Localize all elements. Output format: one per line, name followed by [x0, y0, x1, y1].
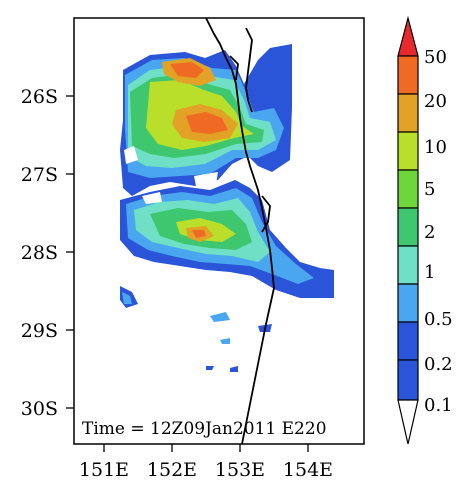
rain-cell-south-4 — [206, 366, 214, 370]
colorbar-band-2-5 — [397, 169, 419, 209]
colorbar-label-5: 5 — [424, 179, 435, 200]
colorbar-label-0.5: 0.5 — [424, 309, 453, 330]
lon-label-152e: 152E — [147, 459, 197, 481]
rain-cell-south-1 — [210, 312, 230, 322]
coastline-mainland — [205, 17, 275, 445]
colorbar-band-10-20 — [397, 93, 419, 133]
rain-darkorange-north — [170, 62, 228, 134]
colorbar-label-2: 2 — [424, 222, 435, 243]
lat-label-26s: 26S — [21, 86, 58, 108]
coastline — [205, 17, 275, 445]
dry-gap-3 — [142, 192, 162, 204]
coastline-inlet-2 — [229, 55, 239, 81]
colorbar-band-0.5-1 — [397, 245, 419, 285]
time-annotation: Time = 12Z09Jan2011 E220 — [82, 419, 327, 439]
lat-label-27s: 27S — [21, 164, 58, 186]
lon-label-151e: 151E — [79, 459, 129, 481]
colorbar-bottom-triangle — [397, 399, 419, 445]
colorbar-band-0.1-0.2 — [397, 321, 419, 361]
coastline-inlet — [261, 195, 271, 233]
colorbar-label-0.2: 0.2 — [424, 354, 453, 375]
map-frame — [73, 17, 365, 445]
colorbar-band-5-10 — [397, 131, 419, 171]
map-panel: 26S 27S 28S 29S 30S 151E 152E 153E 154E … — [21, 17, 365, 481]
lat-label-29s: 29S — [21, 320, 58, 342]
rainfall-field — [120, 44, 334, 372]
colorbar-band-1-2 — [397, 207, 419, 247]
colorbar-label-50: 50 — [424, 47, 447, 68]
rain-cell-west-inner — [122, 292, 132, 304]
lat-label-28s: 28S — [21, 242, 58, 264]
colorbar-top-triangle — [397, 15, 419, 57]
colorbar-band-0.1-0.1b — [397, 359, 419, 401]
rain-cell-south-5 — [230, 366, 238, 372]
coastline-island — [245, 27, 253, 113]
colorbar-band-0.2-0.5 — [397, 283, 419, 323]
axis-ticks — [66, 95, 309, 452]
lon-label-154e: 154E — [283, 459, 333, 481]
lon-label-153e: 153E — [215, 459, 265, 481]
colorbar-label-1: 1 — [424, 262, 435, 283]
dry-gap-2 — [194, 172, 218, 186]
dry-gap-4 — [258, 176, 288, 200]
rain-cell-south-3 — [220, 338, 230, 344]
lat-label-30s: 30S — [21, 398, 58, 420]
dry-gap-1 — [124, 146, 138, 164]
colorbar-label-20: 20 — [424, 91, 447, 112]
colorbar-label-0.1: 0.1 — [424, 395, 453, 416]
colorbar-label-10: 10 — [424, 137, 447, 158]
rain-darkorange-south — [192, 230, 206, 238]
colorbar: 50 20 10 5 2 1 0.5 0.2 0.1 — [397, 15, 453, 445]
colorbar-band-20-50 — [397, 55, 419, 95]
